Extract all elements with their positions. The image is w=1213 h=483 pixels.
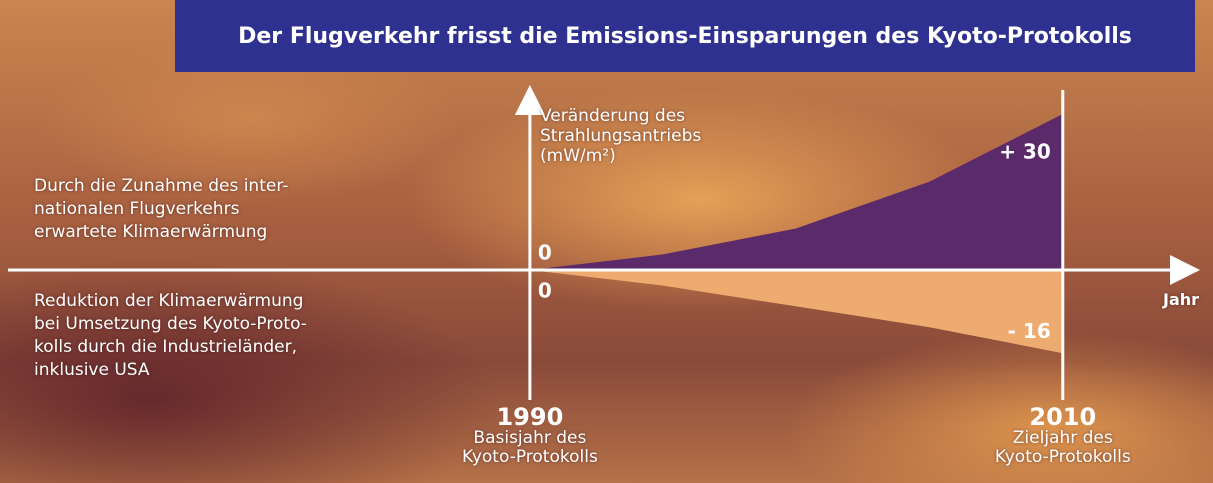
infographic: 0 + 30 0 - 16 1990 2010 Der Flugverkehr friss… [0,0,1213,483]
value-label: 0 [538,279,552,303]
x-axis-label: Jahr [1163,290,1199,309]
value-label: + 30 [999,140,1051,164]
legend-text: Reduktion der Klimaerwärmung bei Umsetzu… [34,290,307,382]
area [530,270,1063,353]
legend-text: Durch die Zunahme des inter- nationalen … [34,175,288,244]
x-tick-label: 1990 [496,403,563,431]
chart-title: Der Flugverkehr frisst die Emissions-Ein… [175,0,1195,72]
x-annotation: Basisjahr des Kyoto-Protokolls [420,429,640,467]
x-annotation: Zieljahr des Kyoto-Protokolls [953,429,1173,467]
value-label: - 16 [1008,319,1051,343]
x-tick-label: 2010 [1029,403,1096,431]
value-label: 0 [538,241,552,265]
y-axis-label: Veränderung des Strahlungsantriebs (mW/m… [540,106,701,166]
